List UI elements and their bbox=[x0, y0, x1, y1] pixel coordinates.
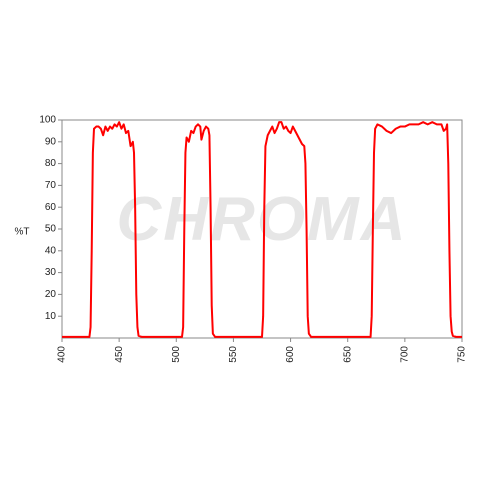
x-tick-label: 450 bbox=[114, 346, 125, 363]
y-tick-label: 30 bbox=[45, 267, 57, 278]
y-tick-label: 90 bbox=[45, 136, 57, 147]
watermark: CHROMA bbox=[117, 185, 408, 254]
y-tick-label: 50 bbox=[45, 224, 57, 235]
y-tick-label: 20 bbox=[45, 289, 57, 300]
x-tick-label: 400 bbox=[57, 346, 68, 363]
y-tick-label: 100 bbox=[39, 115, 56, 126]
y-tick-label: 80 bbox=[45, 158, 57, 169]
x-tick-label: 600 bbox=[285, 346, 296, 363]
x-tick-label: 550 bbox=[228, 346, 239, 363]
y-tick-label: 10 bbox=[45, 311, 57, 322]
x-tick-label: 650 bbox=[342, 346, 353, 363]
x-tick-label: 700 bbox=[399, 346, 410, 363]
x-tick-label: 750 bbox=[457, 346, 468, 363]
y-tick-label: 60 bbox=[45, 202, 57, 213]
y-tick-label: 40 bbox=[45, 245, 57, 256]
x-tick-label: 500 bbox=[171, 346, 182, 363]
y-tick-label: 70 bbox=[45, 180, 57, 191]
y-axis-label: %T bbox=[15, 227, 30, 238]
transmission-line bbox=[62, 121, 462, 338]
